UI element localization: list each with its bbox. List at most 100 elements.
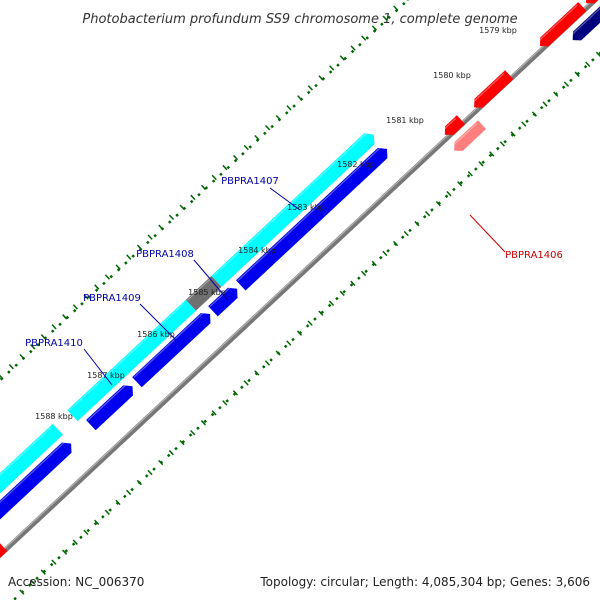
minor-tick — [265, 124, 271, 131]
guide-dot — [203, 419, 208, 424]
guide-dot — [175, 213, 179, 217]
tick-label: 1588 kbp — [35, 412, 73, 421]
gene-label-leader — [269, 187, 301, 211]
outer-tick — [264, 360, 271, 366]
backbone-line — [0, 0, 600, 578]
minor-tick — [94, 284, 100, 290]
minor-tick — [393, 5, 399, 11]
guide-dot — [358, 42, 362, 47]
outer-tick — [254, 370, 260, 376]
outer-tick — [40, 569, 46, 575]
minor-tick — [318, 75, 324, 81]
gene-label: PBPRA1408 — [136, 249, 194, 260]
guide-dot — [452, 187, 456, 192]
feature-highlight — [68, 302, 186, 412]
guide-dot — [270, 124, 274, 129]
guide-dot — [131, 254, 135, 258]
guide-dot — [152, 467, 156, 471]
minor-tick — [254, 134, 260, 141]
outer-tick — [61, 549, 68, 555]
outer-tick — [147, 469, 153, 476]
guide-dot — [336, 63, 340, 67]
tick-label: 1579 kbp — [479, 26, 517, 35]
gene-red-2 — [474, 70, 514, 108]
outer-tick — [510, 131, 516, 137]
minor-tick — [30, 344, 36, 350]
outer-tick — [403, 230, 409, 237]
outer-tick — [232, 390, 239, 396]
minor-tick — [126, 254, 132, 260]
outer-tick — [307, 320, 313, 326]
outer-tick — [29, 579, 36, 585]
guide-dot — [306, 90, 311, 95]
guide-dot — [248, 145, 252, 149]
guide-dot — [444, 194, 449, 199]
guide-dot — [109, 274, 114, 279]
minor-tick — [147, 234, 153, 240]
guide-dot — [219, 172, 223, 177]
guide-dot — [342, 290, 346, 294]
guide-dot — [313, 317, 317, 321]
minor-tick — [0, 373, 4, 380]
guide-dot — [387, 15, 391, 20]
feature-highlight — [569, 0, 600, 37]
feature-highlight — [212, 131, 368, 277]
gene-blue-5 — [236, 147, 388, 291]
outer-tick — [425, 210, 431, 217]
outer-tick — [115, 499, 121, 506]
minor-tick — [200, 184, 207, 191]
guide-dot — [153, 233, 157, 238]
gene-label: PBPRA1410 — [25, 338, 83, 349]
minor-tick — [243, 144, 249, 151]
guide-dot — [539, 105, 544, 110]
guide-dot — [27, 583, 32, 587]
outer-tick — [94, 519, 100, 526]
guide-dot — [291, 337, 295, 342]
guide-dot — [124, 261, 128, 265]
outer-tick — [553, 91, 559, 97]
guide-dot — [357, 276, 361, 280]
map-title: Photobacterium profundum SS9 chromosome … — [82, 12, 517, 27]
guide-dot — [263, 131, 267, 136]
guide-dot — [349, 283, 354, 287]
outer-tick — [211, 410, 217, 416]
outer-tick — [360, 270, 367, 277]
guide-dot — [430, 208, 434, 212]
gene-blue-2 — [86, 385, 133, 431]
gene-pink-1 — [454, 120, 487, 151]
guide-dot — [108, 508, 112, 512]
backbone-highlight — [0, 0, 600, 575]
guide-dot — [583, 64, 588, 69]
gene-blue-3 — [132, 312, 211, 388]
feature-highlight — [0, 441, 66, 522]
feature-highlight — [209, 286, 232, 307]
gene-blue-4 — [208, 287, 238, 317]
guide-dot — [517, 126, 522, 130]
guide-dot — [261, 365, 266, 369]
guide-dot — [87, 295, 92, 299]
guide-dot — [210, 412, 215, 417]
guide-dot — [386, 249, 390, 253]
guide-dot — [466, 174, 471, 178]
cds-gray — [185, 275, 222, 311]
outer-tick — [382, 250, 388, 257]
feature-highlight — [133, 311, 205, 378]
minor-tick — [51, 324, 57, 330]
guide-dot — [569, 78, 573, 83]
minor-tick — [19, 353, 25, 360]
feature-highlight — [442, 118, 457, 132]
outer-tick — [478, 161, 484, 167]
guide-dot — [598, 51, 600, 55]
outer-tick — [489, 151, 495, 157]
guide-dot — [379, 255, 383, 260]
outer-tick — [286, 340, 292, 346]
guide-dot — [197, 192, 201, 197]
outer-tick — [19, 589, 25, 595]
guide-dot — [167, 220, 172, 224]
minor-tick — [339, 55, 345, 61]
minor-tick — [371, 25, 377, 31]
tick-labels: 1579 kbp 1580 kbp 1581 kbp 1582 kbp 1583 kbp… — [35, 26, 517, 421]
outer-tick — [179, 439, 185, 446]
guide-dot — [130, 487, 134, 492]
cds-cyan-1 — [0, 423, 63, 517]
